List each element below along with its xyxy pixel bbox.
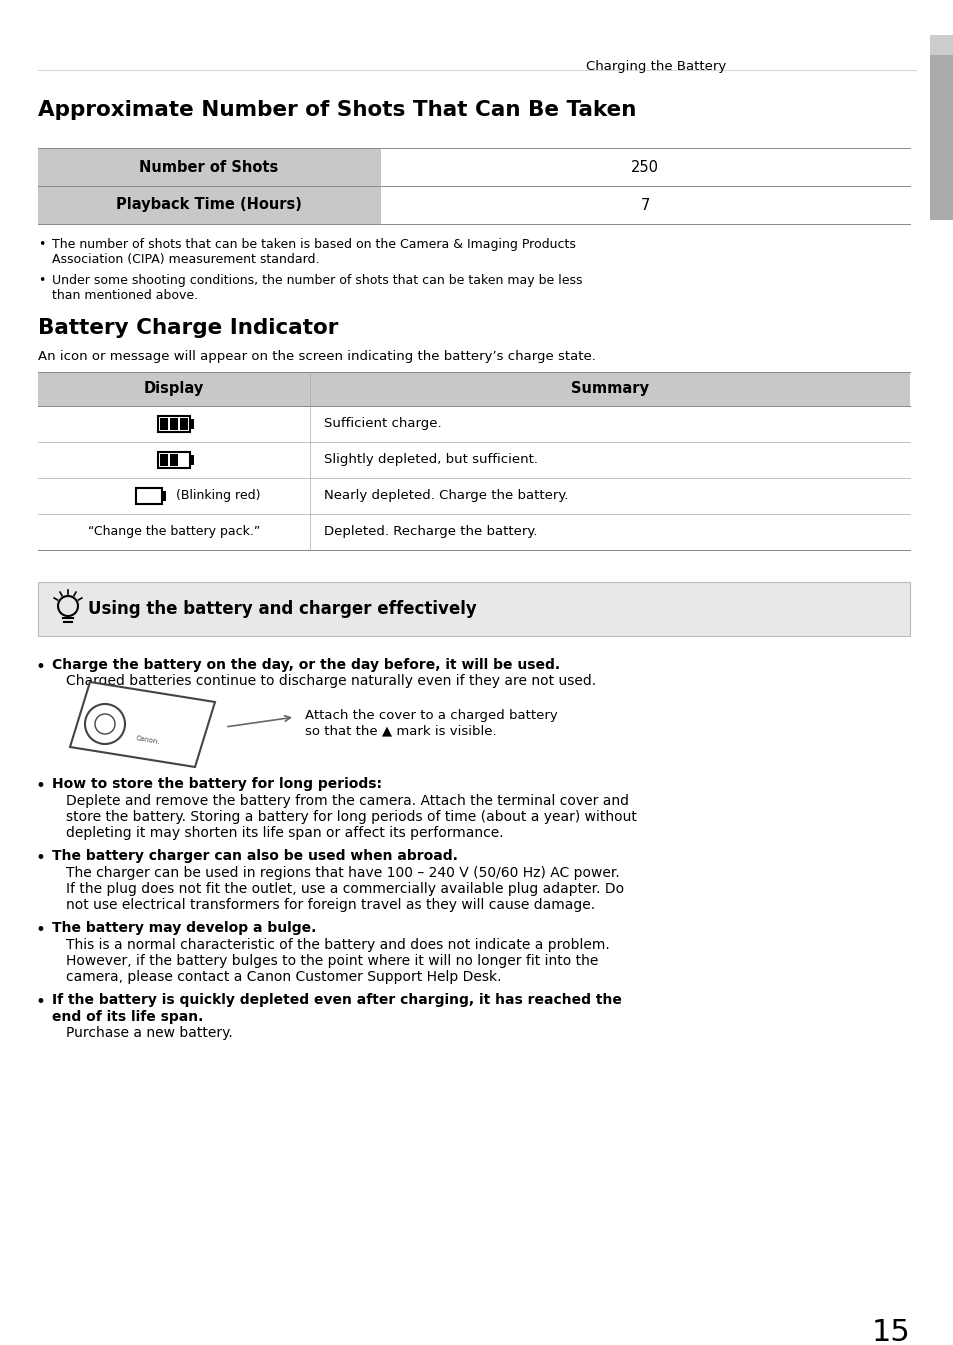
Text: not use electrical transformers for foreign travel as they will cause damage.: not use electrical transformers for fore…: [66, 898, 595, 912]
Text: Battery Charge Indicator: Battery Charge Indicator: [38, 317, 338, 338]
Text: Under some shooting conditions, the number of shots that can be taken may be les: Under some shooting conditions, the numb…: [52, 274, 582, 286]
Text: depleting it may shorten its life span or affect its performance.: depleting it may shorten its life span o…: [66, 826, 503, 841]
Text: Sufficient charge.: Sufficient charge.: [324, 417, 441, 430]
Text: •: •: [36, 658, 46, 677]
Text: Number of Shots: Number of Shots: [139, 160, 278, 175]
Text: end of its life span.: end of its life span.: [52, 1010, 203, 1024]
Bar: [160, 455, 168, 465]
Bar: [38, 148, 379, 186]
Text: The number of shots that can be taken is based on the Camera & Imaging Products: The number of shots that can be taken is…: [52, 238, 576, 252]
Text: •: •: [36, 921, 46, 939]
Bar: [190, 455, 193, 465]
Text: Using the battery and charger effectively: Using the battery and charger effectivel…: [88, 600, 476, 617]
Text: However, if the battery bulges to the point where it will no longer fit into the: However, if the battery bulges to the po…: [66, 954, 598, 968]
Text: The charger can be used in regions that have 100 – 240 V (50/60 Hz) AC power.: The charger can be used in regions that …: [66, 865, 619, 880]
Text: Deplete and remove the battery from the camera. Attach the terminal cover and: Deplete and remove the battery from the …: [66, 794, 628, 807]
Text: Charging the Battery: Charging the Battery: [585, 61, 725, 73]
Text: Playback Time (Hours): Playback Time (Hours): [116, 198, 301, 213]
Text: 15: 15: [870, 1318, 909, 1345]
Text: The battery charger can also be used when abroad.: The battery charger can also be used whe…: [52, 849, 457, 863]
Text: 7: 7: [639, 198, 649, 213]
Text: Purchase a new battery.: Purchase a new battery.: [66, 1026, 233, 1040]
Text: 250: 250: [630, 160, 659, 175]
Text: This is a normal characteristic of the battery and does not indicate a problem.: This is a normal characteristic of the b…: [66, 937, 609, 951]
Text: Attach the cover to a charged battery: Attach the cover to a charged battery: [305, 709, 558, 722]
Bar: [190, 420, 193, 429]
Text: How to store the battery for long periods:: How to store the battery for long period…: [52, 777, 381, 791]
Text: Nearly depleted. Charge the battery.: Nearly depleted. Charge the battery.: [324, 490, 568, 503]
Text: so that the ▲ mark is visible.: so that the ▲ mark is visible.: [305, 724, 497, 737]
Bar: [180, 418, 188, 430]
Text: Canon.: Canon.: [135, 734, 160, 745]
Bar: [929, 55, 953, 221]
Text: Charged batteries continue to discharge naturally even if they are not used.: Charged batteries continue to discharge …: [66, 674, 596, 689]
Text: than mentioned above.: than mentioned above.: [52, 289, 198, 303]
Text: camera, please contact a Canon Customer Support Help Desk.: camera, please contact a Canon Customer …: [66, 971, 501, 985]
Bar: [136, 488, 162, 504]
Text: •: •: [36, 777, 46, 795]
Text: The battery may develop a bulge.: The battery may develop a bulge.: [52, 921, 316, 935]
Text: •: •: [36, 993, 46, 1011]
Text: •: •: [36, 849, 46, 868]
Text: If the plug does not fit the outlet, use a commercially available plug adapter. : If the plug does not fit the outlet, use…: [66, 882, 623, 896]
Text: Association (CIPA) measurement standard.: Association (CIPA) measurement standard.: [52, 253, 319, 266]
Polygon shape: [929, 35, 953, 55]
Bar: [170, 455, 178, 465]
Polygon shape: [70, 682, 214, 767]
Bar: [160, 418, 168, 430]
Text: store the battery. Storing a battery for long periods of time (about a year) wit: store the battery. Storing a battery for…: [66, 810, 637, 824]
Bar: [38, 373, 909, 406]
Bar: [38, 582, 909, 636]
Bar: [158, 452, 190, 468]
Text: Slightly depleted, but sufficient.: Slightly depleted, but sufficient.: [324, 453, 537, 467]
Text: •: •: [38, 274, 46, 286]
Bar: [158, 416, 190, 432]
Text: Approximate Number of Shots That Can Be Taken: Approximate Number of Shots That Can Be …: [38, 100, 636, 120]
Text: •: •: [38, 238, 46, 252]
Text: Summary: Summary: [571, 382, 648, 397]
Text: Depleted. Recharge the battery.: Depleted. Recharge the battery.: [324, 526, 537, 538]
Bar: [162, 491, 166, 500]
Text: Display: Display: [144, 382, 204, 397]
Text: If the battery is quickly depleted even after charging, it has reached the: If the battery is quickly depleted even …: [52, 993, 621, 1007]
Text: An icon or message will appear on the screen indicating the battery’s charge sta: An icon or message will appear on the sc…: [38, 350, 596, 363]
Bar: [170, 418, 178, 430]
Text: (Blinking red): (Blinking red): [172, 490, 260, 503]
Text: Charge the battery on the day, or the day before, it will be used.: Charge the battery on the day, or the da…: [52, 658, 559, 672]
Text: “Change the battery pack.”: “Change the battery pack.”: [88, 526, 260, 538]
Bar: [38, 186, 379, 225]
